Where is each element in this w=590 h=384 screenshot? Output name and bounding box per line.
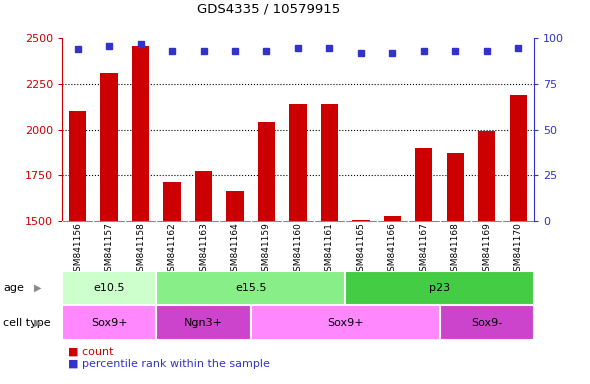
Bar — [478, 131, 496, 221]
Text: ■ count: ■ count — [68, 347, 113, 357]
Text: GDS4335 / 10579915: GDS4335 / 10579915 — [197, 2, 340, 15]
Bar — [415, 148, 432, 221]
Text: ■ percentile rank within the sample: ■ percentile rank within the sample — [68, 359, 270, 369]
Text: p23: p23 — [429, 283, 450, 293]
Text: ▶: ▶ — [34, 318, 42, 328]
Text: GSM841162: GSM841162 — [168, 222, 176, 277]
Text: GSM841159: GSM841159 — [262, 222, 271, 277]
Bar — [195, 170, 212, 221]
Bar — [321, 104, 338, 221]
Bar — [156, 305, 251, 340]
Text: GSM841157: GSM841157 — [104, 222, 114, 277]
Text: Sox9-: Sox9- — [471, 318, 502, 328]
Text: e15.5: e15.5 — [235, 283, 267, 293]
Text: Sox9+: Sox9+ — [91, 318, 127, 328]
Text: GSM841169: GSM841169 — [482, 222, 491, 277]
Text: GSM841170: GSM841170 — [514, 222, 523, 277]
Text: GSM841168: GSM841168 — [451, 222, 460, 277]
Bar — [227, 191, 244, 221]
Bar — [132, 46, 149, 221]
Text: age: age — [3, 283, 24, 293]
Bar — [156, 271, 345, 305]
Text: Ngn3+: Ngn3+ — [184, 318, 223, 328]
Bar — [62, 305, 156, 340]
Text: GSM841160: GSM841160 — [293, 222, 303, 277]
Bar — [345, 271, 534, 305]
Bar — [69, 111, 86, 221]
Text: e10.5: e10.5 — [93, 283, 125, 293]
Text: GSM841165: GSM841165 — [356, 222, 365, 277]
Bar — [384, 216, 401, 221]
Bar — [447, 153, 464, 221]
Bar — [258, 122, 275, 221]
Text: GSM841161: GSM841161 — [325, 222, 334, 277]
Text: GSM841163: GSM841163 — [199, 222, 208, 277]
Bar — [163, 182, 181, 221]
Bar — [440, 305, 534, 340]
Text: GSM841166: GSM841166 — [388, 222, 397, 277]
Bar — [100, 73, 118, 221]
Text: GSM841156: GSM841156 — [73, 222, 82, 277]
Bar — [289, 104, 307, 221]
Text: GSM841164: GSM841164 — [231, 222, 240, 277]
Bar — [62, 271, 156, 305]
Text: GSM841167: GSM841167 — [419, 222, 428, 277]
Text: cell type: cell type — [3, 318, 51, 328]
Bar — [510, 95, 527, 221]
Text: ▶: ▶ — [34, 283, 42, 293]
Bar — [251, 305, 440, 340]
Bar — [352, 220, 369, 221]
Text: GSM841158: GSM841158 — [136, 222, 145, 277]
Text: Sox9+: Sox9+ — [327, 318, 363, 328]
